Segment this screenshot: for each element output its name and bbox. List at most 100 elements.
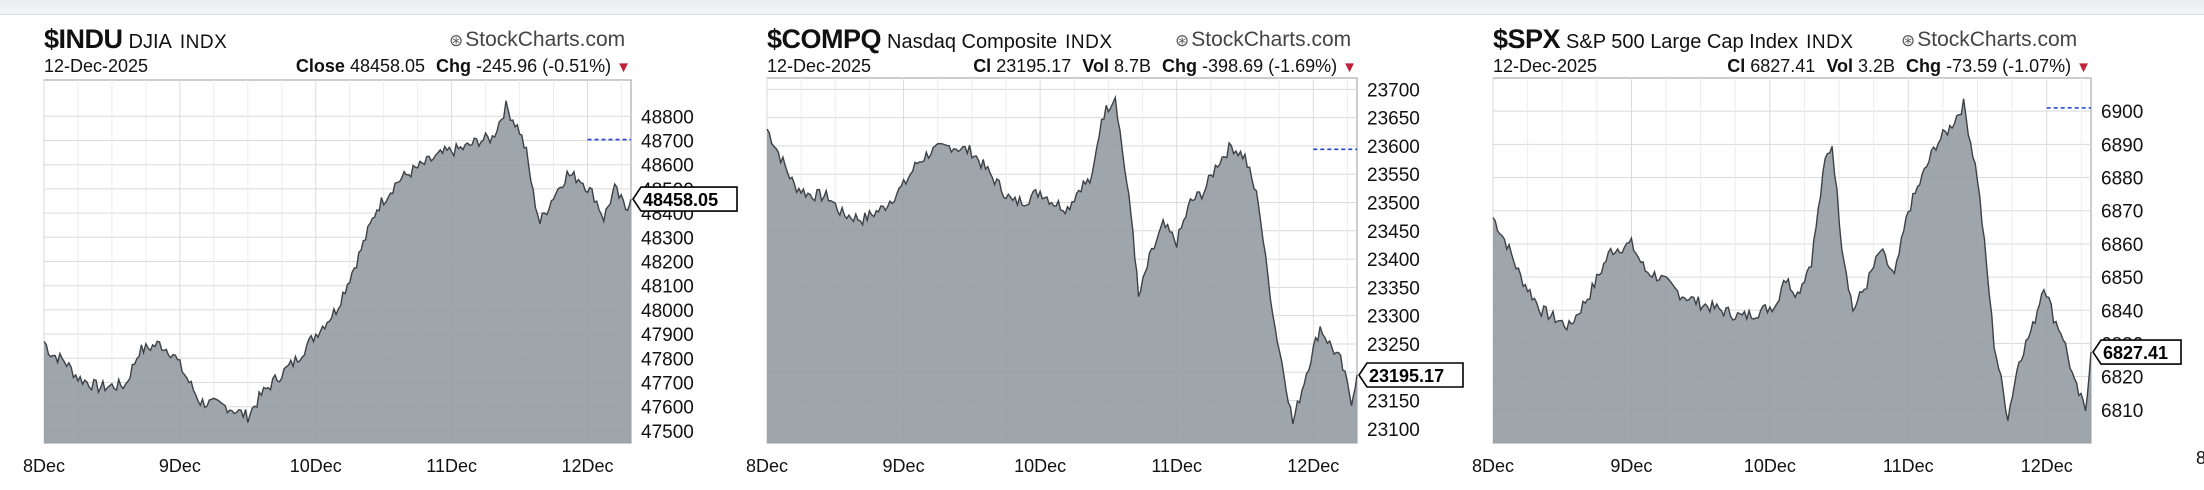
price-line [1492, 98, 2092, 421]
volume-label: Vol [1082, 56, 1109, 76]
x-tick-label: 12Dec [562, 456, 614, 476]
y-tick-label: 23700 [1367, 80, 1420, 101]
y-tick-label: 23300 [1367, 307, 1420, 328]
quote-stats: Cl 6827.41 Vol 3.2B Chg -73.59 (-1.07%) … [1727, 56, 2091, 77]
change-value: -73.59 (-1.07%) [1946, 56, 2072, 76]
y-tick-label: 23450 [1367, 222, 1420, 243]
y-tick-label: 23100 [1367, 420, 1420, 441]
y-tick-label: 47900 [641, 325, 694, 346]
last-price-label: 23195.17 [1369, 366, 1444, 386]
ticker-symbol[interactable]: $SPX [1493, 24, 1561, 54]
stockcharts-logo-icon: ⊛ [1175, 31, 1190, 50]
y-tick-label: 48700 [641, 132, 694, 153]
y-tick-label: 23400 [1367, 250, 1420, 271]
y-tick-label: 23650 [1367, 109, 1420, 130]
volume-value: 8.7B [1113, 56, 1152, 76]
chart-header-title: $INDU DJIA INDX [44, 24, 227, 55]
quote-stats: Cl 23195.17 Vol 8.7B Chg -398.69 (-1.69%… [973, 56, 1357, 77]
chart-header-title: $SPX S&P 500 Large Cap Index INDX [1493, 24, 1853, 55]
change-value: -398.69 (-1.69%) [1202, 56, 1338, 76]
y-tick-label: 6820 [2101, 368, 2143, 389]
stockcharts-logo-icon: ⊛ [1901, 31, 1916, 50]
stockcharts-watermark[interactable]: ⊛StockCharts.com [1901, 28, 2077, 52]
y-tick-label: 6810 [2101, 401, 2143, 422]
x-tick-label: 8Dec [1472, 456, 1514, 476]
last-price-callout [632, 186, 738, 212]
index-name: Nasdaq Composite [887, 31, 1058, 53]
chart-panel-compq: $COMPQ Nasdaq Composite INDX ⊛StockCharts.… [746, 22, 1467, 482]
y-tick-label: 23500 [1367, 193, 1420, 214]
price-area [44, 100, 631, 444]
quote-stats: Close 48458.05 Chg -245.96 (-0.51%) ▼ [296, 56, 631, 77]
price-line [766, 94, 1358, 424]
ticker-symbol[interactable]: $INDU [44, 24, 123, 54]
source-label: StockCharts.com [1917, 28, 2078, 51]
y-tick-label: 6870 [2101, 202, 2143, 223]
price-area [767, 97, 1357, 443]
stockcharts-watermark[interactable]: ⊛StockCharts.com [449, 28, 625, 52]
x-tick-label: 8Dec [23, 456, 65, 476]
last-price-label: 48458.05 [643, 190, 718, 210]
source-label: StockCharts.com [465, 28, 626, 51]
chart-header-title: $COMPQ Nasdaq Composite INDX [767, 24, 1113, 55]
y-tick-label: 6900 [2101, 102, 2143, 123]
x-tick-label: 9Dec [1610, 456, 1652, 476]
change-label: Chg [1162, 56, 1198, 76]
last-price-callout [2092, 339, 2182, 365]
exchange-label: INDX [1806, 32, 1854, 53]
y-tick-label: 23250 [1367, 335, 1420, 356]
price-line [43, 100, 632, 423]
y-tick-label: 48300 [641, 228, 694, 249]
price-chart-spx[interactable]: 6810682068306840685068606870688068906900… [1472, 22, 2193, 482]
close-value: 23195.17 [996, 56, 1072, 76]
chart-panel-indu: $INDU DJIA INDX ⊛StockCharts.com 12-Dec-20… [23, 22, 738, 482]
chart-panel-spx: $SPX S&P 500 Large Cap Index INDX ⊛StockCh… [1472, 22, 2193, 482]
close-label: Cl [973, 56, 992, 76]
x-tick-label: 11Dec [1883, 456, 1934, 476]
y-tick-label: 23600 [1367, 137, 1420, 158]
close-value: 6827.41 [1750, 56, 1816, 76]
y-tick-label: 48600 [641, 156, 694, 177]
price-chart-compq[interactable]: 2310023150232002325023300233502340023450… [746, 22, 1467, 482]
source-label: StockCharts.com [1191, 28, 1352, 51]
x-tick-label: 11Dec [1151, 456, 1202, 476]
ticker-symbol[interactable]: $COMPQ [767, 24, 882, 54]
exchange-label: INDX [179, 32, 228, 53]
x-tick-label: 12Dec [1287, 456, 1339, 476]
index-name: S&P 500 Large Cap Index [1566, 31, 1799, 53]
y-tick-label: 6890 [2101, 135, 2143, 156]
next-chart-partial-label: 8 [2196, 448, 2204, 468]
y-tick-label: 47800 [641, 349, 694, 370]
y-tick-label: 48200 [641, 253, 694, 274]
y-tick-label: 6850 [2101, 268, 2143, 289]
y-tick-label: 48100 [641, 277, 694, 298]
down-arrow-icon: ▼ [616, 59, 631, 76]
y-tick-label: 6860 [2101, 235, 2143, 256]
stockcharts-watermark[interactable]: ⊛StockCharts.com [1175, 28, 1351, 52]
price-area [1493, 98, 2091, 443]
chart-date: 12-Dec-2025 [1493, 56, 1598, 76]
down-arrow-icon: ▼ [2076, 59, 2091, 76]
y-tick-label: 6840 [2101, 301, 2143, 322]
y-tick-label: 23150 [1367, 392, 1420, 413]
close-value: 48458.05 [349, 56, 426, 76]
close-label: Close [295, 56, 345, 76]
x-tick-label: 8Dec [746, 456, 788, 476]
change-value: -245.96 (-0.51%) [476, 56, 612, 76]
close-label: Cl [1727, 56, 1746, 76]
volume-label: Vol [1826, 56, 1853, 76]
volume-value: 3.2B [1858, 56, 1896, 76]
y-tick-label: 47500 [641, 422, 694, 443]
chart-date: 12-Dec-2025 [767, 56, 872, 76]
x-tick-label: 10Dec [290, 456, 342, 476]
x-tick-label: 10Dec [1744, 456, 1796, 476]
change-label: Chg [1906, 56, 1942, 76]
y-tick-label: 6880 [2101, 169, 2143, 190]
price-chart-indu[interactable]: 47500 47600 47700 47800 47900 48000 48100 48200… [23, 22, 744, 482]
y-tick-label: 23350 [1367, 278, 1420, 299]
last-price-callout [1358, 362, 1464, 388]
chart-date: 12-Dec-2025 [44, 56, 149, 76]
x-tick-label: 11Dec [426, 456, 477, 476]
y-tick-label: 23550 [1367, 165, 1420, 186]
y-tick-label: 48000 [641, 301, 694, 322]
